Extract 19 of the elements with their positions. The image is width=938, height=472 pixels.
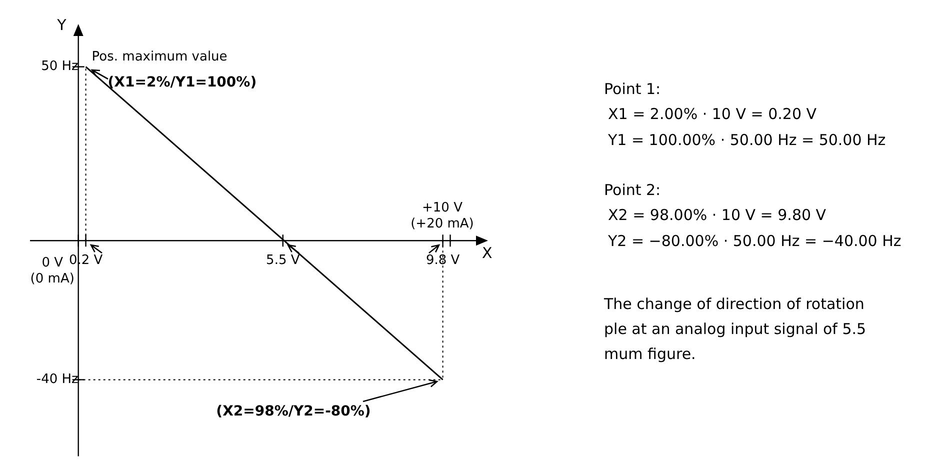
text: mum figure. [604,345,696,363]
text: Point 2: [604,181,661,199]
text: Y1 = 100.00% · 50.00 Hz = 50.00 Hz [608,131,886,149]
text: ple at an analog input signal of 5.5 [604,320,866,338]
x-tick-label: 5.5 V [266,252,300,268]
text: Point 1: [604,80,661,98]
text: The change of direction of rotation [604,295,864,313]
y-tick-label: -40 Hz [36,372,79,388]
y-tick-label: 50 Hz [41,59,79,74]
text: X1 = 2.00% · 10 V = 0.20 V [608,105,817,123]
annotation: +10 V (+20 mA) [410,200,474,232]
annotation: (X2=98%/Y2=-80%) [216,403,371,420]
x-tick-label: 9.8 V [426,252,460,268]
annotation: (X1=2%/Y1=100%) [108,74,257,90]
text: Y2 = −80.00% · 50.00 Hz = −40.00 Hz [608,232,902,250]
y-axis-title: Y [56,16,68,34]
text: X2 = 98.00% · 10 V = 9.80 V [608,206,826,224]
x-axis-title: X [482,244,492,262]
annotation: Pos. maximum value [92,50,228,65]
